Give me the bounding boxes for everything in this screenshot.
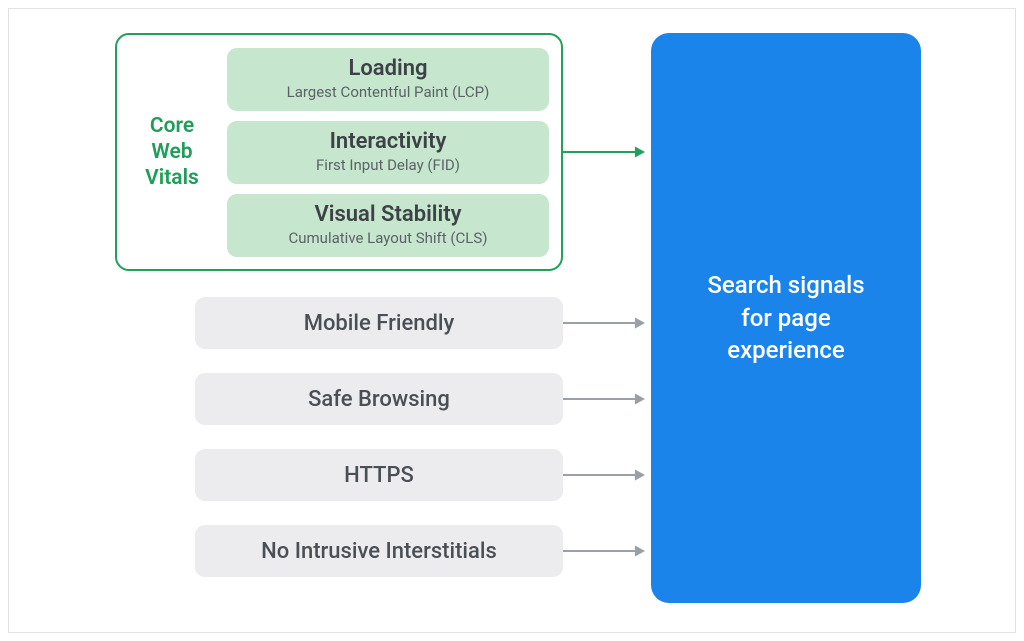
core-web-vitals-group: Core Web Vitals Loading Largest Contentf… <box>115 33 563 271</box>
signal-label: Safe Browsing <box>308 387 450 412</box>
vital-title: Visual Stability <box>237 202 539 227</box>
result-text: Search signals for page experience <box>707 269 864 366</box>
vital-loading: Loading Largest Contentful Paint (LCP) <box>227 48 549 111</box>
signal-safe-browsing: Safe Browsing <box>195 373 563 425</box>
vital-subtitle: Largest Contentful Paint (LCP) <box>237 83 539 101</box>
vitals-stack: Loading Largest Contentful Paint (LCP) I… <box>227 38 561 267</box>
core-web-vitals-label: Core Web Vitals <box>117 113 227 192</box>
signal-label: Mobile Friendly <box>304 311 455 336</box>
search-signals-panel: Search signals for page experience <box>651 33 921 603</box>
signal-label: No Intrusive Interstitials <box>261 539 497 564</box>
signal-mobile-friendly: Mobile Friendly <box>195 297 563 349</box>
diagram-frame: Core Web Vitals Loading Largest Contentf… <box>8 8 1016 633</box>
vital-title: Loading <box>237 56 539 81</box>
vital-subtitle: First Input Delay (FID) <box>237 156 539 174</box>
vital-title: Interactivity <box>237 129 539 154</box>
vital-subtitle: Cumulative Layout Shift (CLS) <box>237 229 539 247</box>
signal-no-intrusive-interstitials: No Intrusive Interstitials <box>195 525 563 577</box>
signal-https: HTTPS <box>195 449 563 501</box>
vital-interactivity: Interactivity First Input Delay (FID) <box>227 121 549 184</box>
signal-label: HTTPS <box>344 463 414 488</box>
vital-visual-stability: Visual Stability Cumulative Layout Shift… <box>227 194 549 257</box>
